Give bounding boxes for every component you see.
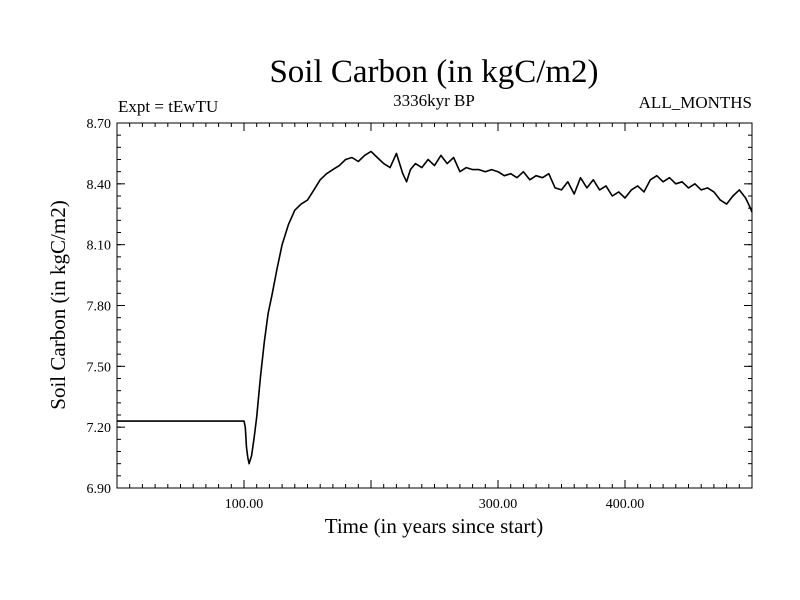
chart-title: Soil Carbon (in kgC/m2) [269,54,598,90]
y-tick-label: 6.90 [87,482,112,497]
x-tick-labels: 100.00 300.00 400.00 [225,497,645,512]
axis-ticks [116,122,753,489]
x-tick-label: 100.00 [225,497,264,512]
y-tick-label: 8.10 [87,239,112,254]
y-tick-label: 7.80 [87,300,112,315]
y-tick-labels: 6.90 7.20 7.50 7.80 8.10 8.40 8.70 [87,117,112,497]
period-label: 3336kyr BP [393,91,475,110]
x-tick-label: 300.00 [479,497,518,512]
x-axis-label: Time (in years since start) [325,514,544,538]
y-tick-label: 8.70 [87,117,112,132]
y-axis-label: Soil Carbon (in kgC/m2) [46,200,70,409]
months-label: ALL_MONTHS [639,93,752,112]
experiment-label: Expt = tEwTU [118,97,218,116]
series-line-soil-carbon [117,150,753,465]
y-tick-label: 7.20 [87,421,112,436]
x-tick-label: 400.00 [606,497,645,512]
y-tick-label: 7.50 [87,360,112,375]
plot-frame [116,122,753,489]
y-tick-label: 8.40 [87,178,112,193]
